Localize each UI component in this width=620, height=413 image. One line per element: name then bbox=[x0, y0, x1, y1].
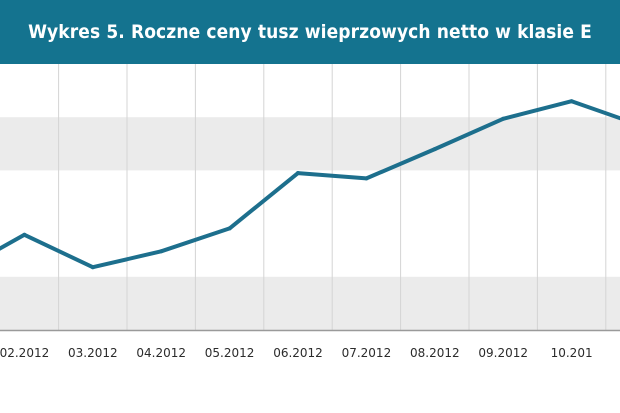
chart-band-1 bbox=[0, 276, 620, 330]
chart-band-2 bbox=[0, 117, 620, 171]
data-point bbox=[364, 176, 369, 181]
x-tick-label: 05.2012 bbox=[205, 346, 255, 360]
x-tick-label: 08.2012 bbox=[410, 346, 460, 360]
x-tick-label: 04.2012 bbox=[136, 346, 186, 360]
chart-title-bar: Wykres 5. Roczne ceny tusz wieprzowych n… bbox=[0, 0, 620, 64]
data-point bbox=[159, 249, 164, 254]
x-tick-label: 07.2012 bbox=[342, 346, 392, 360]
data-point bbox=[569, 99, 574, 104]
chart-title: Wykres 5. Roczne ceny tusz wieprzowych n… bbox=[28, 21, 592, 43]
data-point bbox=[296, 171, 300, 176]
x-tick-label: 09.2012 bbox=[478, 346, 528, 360]
data-point bbox=[227, 226, 232, 231]
data-point bbox=[90, 265, 95, 270]
data-point bbox=[501, 116, 506, 121]
data-point bbox=[432, 147, 437, 152]
x-tick-label: 10.201 bbox=[551, 346, 593, 360]
x-tick-label: 03.2012 bbox=[68, 346, 118, 360]
x-tick-label: 02.2012 bbox=[0, 346, 49, 360]
x-tick-label: 06.2012 bbox=[273, 346, 323, 360]
data-point bbox=[22, 232, 27, 237]
line-chart: 1202.201203.201204.201205.201206.201207.… bbox=[0, 64, 620, 360]
